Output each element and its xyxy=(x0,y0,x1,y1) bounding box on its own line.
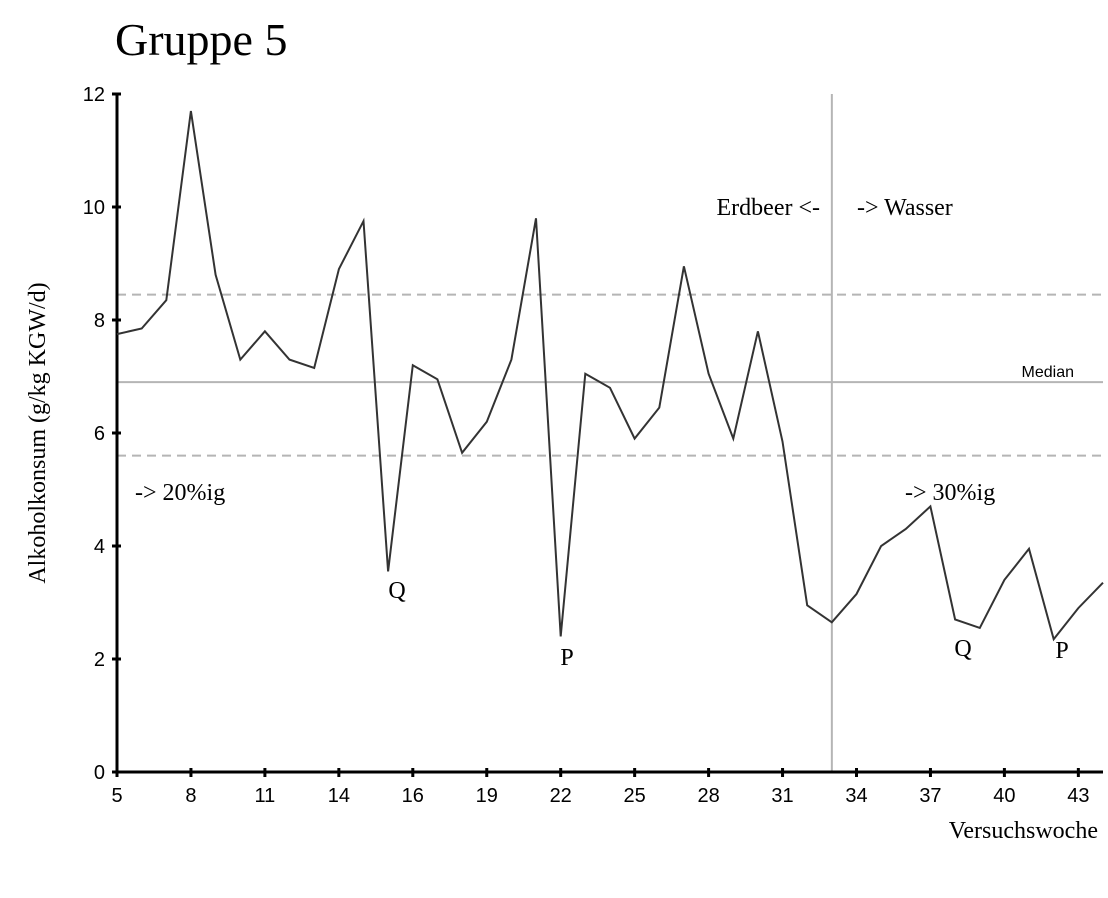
annotation: Q xyxy=(388,578,405,604)
x-axis-label: Versuchswoche xyxy=(949,818,1098,844)
y-tick-label: 10 xyxy=(83,197,105,219)
x-tick-label: 11 xyxy=(255,785,276,807)
annotation: Erdbeer <- xyxy=(717,195,820,221)
x-tick-label: 14 xyxy=(328,785,350,807)
y-axis-label: Alkoholkonsum (g/kg KGW/d) xyxy=(25,282,51,583)
y-tick-label: 0 xyxy=(94,762,105,784)
x-tick-label: 5 xyxy=(111,785,122,807)
annotation: Q xyxy=(954,636,971,662)
annotation: P xyxy=(1055,638,1068,664)
y-tick-label: 6 xyxy=(94,423,105,445)
x-tick-label: 31 xyxy=(771,785,793,807)
x-tick-label: 40 xyxy=(993,785,1015,807)
annotation: P xyxy=(560,645,573,671)
data-line xyxy=(116,110,1104,642)
x-tick-label: 19 xyxy=(476,785,498,807)
x-tick-label: 43 xyxy=(1067,785,1089,807)
y-tick-label: 12 xyxy=(83,84,105,106)
annotation: -> 20%ig xyxy=(135,480,225,506)
annotation: Median xyxy=(1022,364,1074,381)
x-tick-label: 37 xyxy=(919,785,941,807)
x-tick-label: 22 xyxy=(550,785,572,807)
annotation: -> Wasser xyxy=(857,195,953,221)
y-tick-label: 2 xyxy=(94,649,105,671)
x-tick-label: 28 xyxy=(697,785,719,807)
x-tick-label: 8 xyxy=(185,785,196,807)
annotation: -> 30%ig xyxy=(905,480,995,506)
x-tick-label: 34 xyxy=(845,785,867,807)
chart-title: Gruppe 5 xyxy=(115,14,287,65)
x-tick-label: 25 xyxy=(624,785,646,807)
y-tick-label: 4 xyxy=(94,536,105,558)
x-tick-label: 16 xyxy=(402,785,424,807)
y-tick-label: 8 xyxy=(94,310,105,332)
